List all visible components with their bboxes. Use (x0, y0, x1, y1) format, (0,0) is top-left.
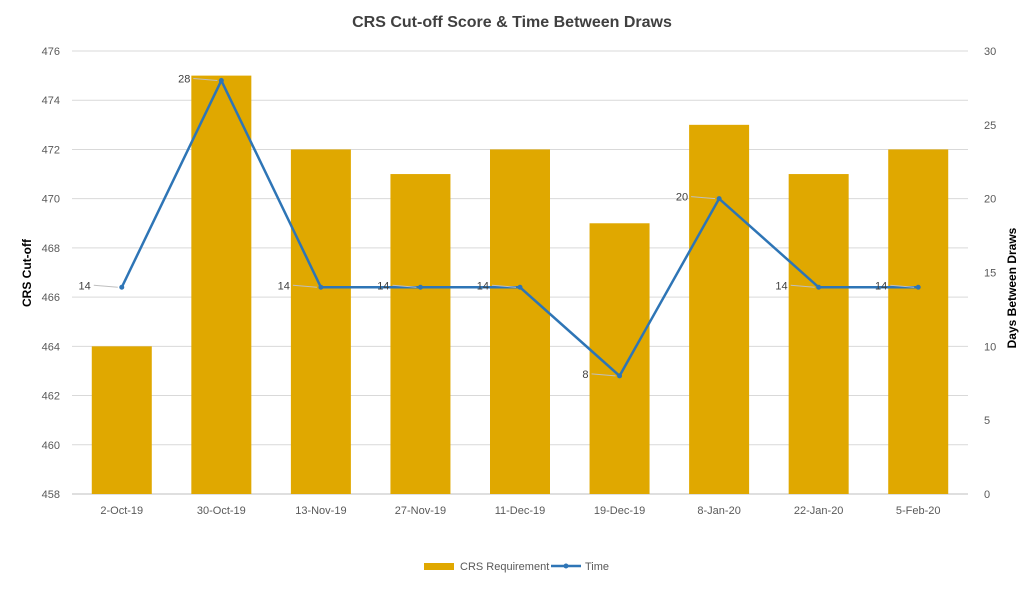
y-tick-label: 464 (42, 341, 60, 353)
bar (490, 149, 550, 494)
line-point (417, 284, 423, 290)
x-tick-label: 19-Dec-19 (594, 505, 645, 517)
x-tick-label: 8-Jan-20 (697, 505, 740, 517)
legend-label-crs: CRS Requirement (460, 561, 549, 573)
y-tick-label: 468 (42, 243, 60, 255)
data-label-leader (691, 196, 716, 200)
data-label-leader (392, 284, 417, 288)
y-axis-right: 0 5 10 15 20 25 30 (984, 46, 996, 501)
data-label-leader (890, 284, 915, 288)
x-axis: 2-Oct-19 30-Oct-19 13-Nov-19 27-Nov-19 11-De… (100, 505, 940, 517)
bar (390, 174, 451, 495)
legend-swatch-crs (424, 563, 454, 570)
data-label-leader (292, 284, 317, 288)
data-label: 14 (377, 280, 389, 292)
line-point (517, 284, 523, 290)
data-label-leader (591, 373, 616, 377)
line-point (816, 284, 822, 290)
x-tick-label: 13-Nov-19 (295, 505, 346, 517)
line-point (617, 373, 623, 379)
y-tick-label: 470 (42, 194, 60, 206)
bar (191, 75, 252, 494)
y-tick-label: 476 (42, 46, 60, 58)
y-tick-label: 466 (42, 292, 60, 304)
x-tick-label: 11-Dec-19 (495, 505, 546, 517)
x-tick-label: 27-Nov-19 (395, 505, 446, 517)
bar (788, 174, 849, 495)
y-tick-label: 458 (42, 489, 60, 501)
line-point (218, 78, 224, 84)
line-series: 14 28 14 14 14 8 20 14 14 (79, 74, 921, 381)
line-point (318, 284, 324, 290)
bar (689, 124, 750, 494)
y2-tick-label: 20 (984, 194, 996, 206)
line-point (716, 196, 722, 202)
data-label: 28 (178, 74, 190, 86)
y2-axis-label: Days Between Draws (1005, 227, 1019, 348)
legend-marker-time (563, 563, 569, 569)
data-label-leader (790, 284, 815, 288)
chart-title: CRS Cut-off Score & Time Between Draws (352, 14, 672, 31)
y2-tick-label: 30 (984, 46, 996, 58)
data-label-leader (93, 284, 118, 288)
legend-label-time: Time (585, 561, 609, 573)
y2-tick-label: 0 (984, 489, 990, 501)
data-label: 14 (79, 280, 91, 292)
data-label: 8 (582, 369, 588, 381)
bar-series (91, 75, 949, 495)
y-tick-label: 472 (42, 144, 60, 156)
data-label: 20 (676, 192, 688, 204)
y2-tick-label: 10 (984, 341, 996, 353)
y-axis-label: CRS Cut-off (20, 238, 34, 307)
data-label: 14 (775, 280, 787, 292)
data-label-leader (193, 78, 218, 82)
y2-tick-label: 5 (984, 415, 990, 427)
y-tick-label: 460 (42, 440, 60, 452)
y2-tick-label: 25 (984, 120, 996, 132)
data-label-leader (491, 284, 517, 288)
x-tick-label: 22-Jan-20 (794, 505, 844, 517)
x-tick-label: 30-Oct-19 (197, 505, 246, 517)
bar (91, 346, 152, 494)
legend: CRS Requirement Time (424, 561, 609, 573)
y2-tick-label: 15 (984, 268, 996, 280)
line-point (119, 284, 125, 290)
line-point (915, 284, 921, 290)
y-tick-label: 474 (42, 95, 60, 107)
data-label: 14 (477, 280, 489, 292)
bar (888, 149, 949, 494)
y-tick-label: 462 (42, 391, 60, 403)
data-label: 14 (875, 280, 887, 292)
bar (290, 149, 351, 494)
y-axis-left: 458 460 462 464 466 468 470 472 474 476 (42, 46, 60, 501)
x-tick-label: 2-Oct-19 (100, 505, 143, 517)
x-tick-label: 5-Feb-20 (896, 505, 941, 517)
data-label: 14 (278, 280, 290, 292)
